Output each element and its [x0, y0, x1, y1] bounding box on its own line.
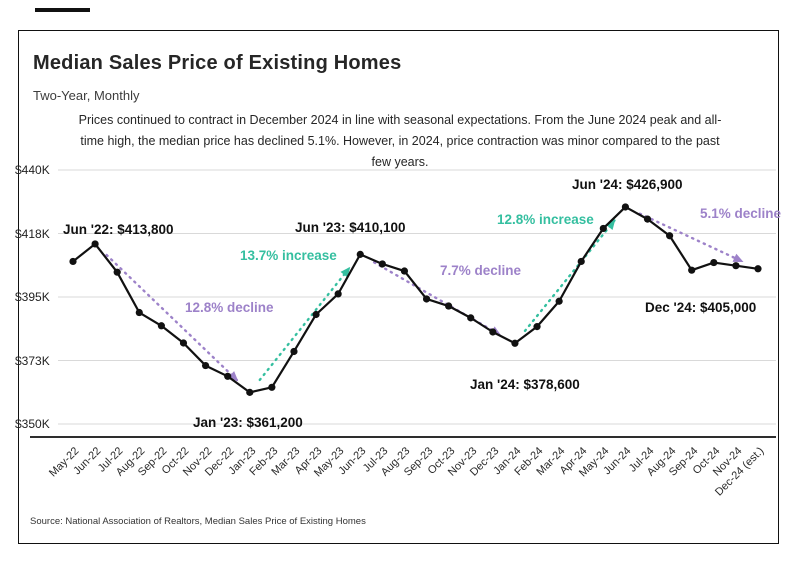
data-point	[599, 224, 607, 233]
trend-arrow-head	[732, 253, 744, 263]
point-label-jan-24: Jan '24: $378,600	[470, 377, 580, 392]
data-point	[268, 383, 276, 391]
data-point	[135, 308, 143, 317]
pct-change-label-increase-2024: 12.8% increase	[497, 212, 594, 227]
trend-arrow	[523, 218, 617, 333]
point-label-jun-23: Jun '23: $410,100	[295, 220, 406, 235]
data-point	[334, 290, 342, 298]
y-tick-label: $395K	[15, 290, 50, 304]
trend-arrow	[638, 212, 745, 264]
trend-arrow	[105, 253, 240, 383]
data-point	[511, 339, 519, 347]
data-point	[290, 347, 298, 356]
data-point	[224, 372, 232, 380]
data-point	[621, 203, 630, 211]
chart-card	[18, 30, 779, 544]
data-point	[179, 339, 188, 347]
point-label-jun-22: Jun '22: $413,800	[63, 222, 174, 237]
data-point	[754, 265, 762, 273]
trend-arrow-head	[605, 219, 616, 231]
data-point	[688, 266, 696, 274]
page-title: Median Sales Price of Existing Homes	[33, 52, 402, 74]
data-point	[533, 323, 541, 331]
pct-change-label-decline-2023: 7.7% decline	[440, 263, 522, 278]
data-point	[246, 388, 254, 396]
data-point	[666, 232, 674, 240]
data-point	[643, 215, 652, 223]
data-point	[378, 260, 386, 268]
pct-change-label-increase-2023: 13.7% increase	[240, 248, 337, 263]
data-point	[555, 297, 563, 305]
data-point	[467, 314, 475, 322]
data-point	[422, 295, 431, 303]
point-label-jun-24: Jun '24: $426,900	[572, 177, 683, 192]
trend-arrow-head	[227, 371, 239, 382]
data-point	[312, 310, 320, 319]
y-tick-label: $350K	[15, 417, 50, 431]
data-point	[69, 257, 77, 266]
data-point	[400, 267, 409, 275]
data-point	[489, 328, 497, 336]
data-point	[356, 250, 364, 258]
price-line	[72, 205, 759, 394]
trend-arrow	[258, 265, 352, 382]
data-point	[91, 240, 99, 248]
y-tick-label: $440K	[15, 163, 50, 177]
point-label-dec-24: Dec '24: $405,000	[645, 300, 757, 315]
data-point	[577, 257, 585, 266]
page-subtitle: Two-Year, Monthly	[33, 88, 140, 103]
y-tick-label: $373K	[15, 353, 50, 368]
y-tick-label: $418K	[15, 226, 50, 241]
top-accent-line	[35, 8, 90, 12]
pct-change-label-decline-2022: 12.8% decline	[185, 300, 274, 315]
source-note: Source: National Association of Realtors…	[30, 516, 366, 527]
data-point	[113, 268, 121, 276]
pct-change-label-decline-2024: 5.1% decline	[700, 206, 782, 221]
data-point	[732, 262, 740, 270]
chart-description: Prices continued to contract in December…	[78, 113, 722, 169]
data-point	[445, 302, 453, 310]
point-label-jan-23: Jan '23: $361,200	[193, 415, 303, 430]
data-point	[201, 361, 210, 370]
data-point	[157, 322, 165, 330]
data-point	[710, 258, 718, 267]
